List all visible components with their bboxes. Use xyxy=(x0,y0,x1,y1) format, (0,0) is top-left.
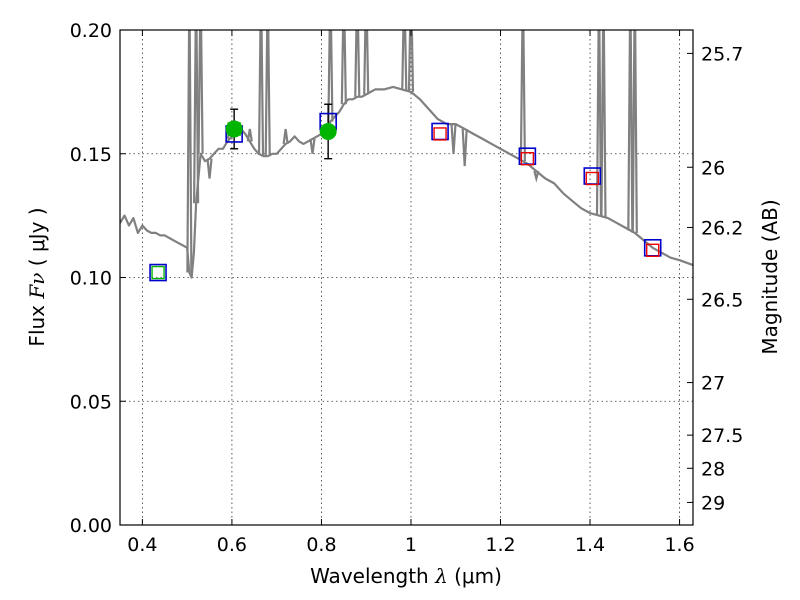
emission-line-spike xyxy=(309,138,316,154)
emission-line-spike xyxy=(600,30,607,217)
observed-flux-point xyxy=(225,120,243,138)
emission-line-spike xyxy=(193,30,200,204)
y-axis-label: Flux Fν ( μJy ) xyxy=(25,207,49,346)
y2-axis-label: Magnitude (AB) xyxy=(758,199,782,354)
emission-line-spike xyxy=(407,30,415,92)
emission-line-spike xyxy=(461,128,468,167)
markers xyxy=(149,103,662,282)
emission-line-spike xyxy=(327,30,334,122)
emission-line-spike xyxy=(401,30,408,91)
emission-line-spike xyxy=(627,30,634,231)
model-band-square xyxy=(646,243,660,257)
emission-line-spike xyxy=(595,30,603,216)
y-tick-label: 0.05 xyxy=(70,391,112,413)
y2-tick-label: 25.7 xyxy=(701,43,743,65)
emission-line-spike xyxy=(450,123,457,154)
emission-line-spike xyxy=(533,170,540,183)
x-tick-label: 1 xyxy=(405,534,417,556)
y-tick-label: 0.15 xyxy=(70,144,112,166)
model-band-square xyxy=(585,171,599,186)
emission-line-spike xyxy=(340,30,347,105)
plot-area xyxy=(120,30,693,279)
x-tick-label: 0.4 xyxy=(127,534,157,556)
axes: 0.4 0.6 0.8 1 1.2 1.4 1.6 0.00 0.05 0.10 0.15 0.20 2… xyxy=(70,20,744,556)
x-tick-label: 1.6 xyxy=(664,534,694,556)
y-tick-label: 0.00 xyxy=(70,515,112,537)
emission-line-spike xyxy=(206,158,213,179)
y-tick-label: 0.20 xyxy=(70,20,112,42)
emission-line-spike xyxy=(264,30,271,157)
emission-line-spike xyxy=(354,30,361,97)
x-tick-label: 0.8 xyxy=(306,534,336,556)
emission-line-spike xyxy=(282,128,289,144)
emission-line-spike xyxy=(519,30,526,162)
emission-line-spike xyxy=(197,30,204,154)
x-axis-label: Wavelength λ (μm) xyxy=(310,564,502,588)
y2-tick-label: 28 xyxy=(701,458,725,480)
y-tick-label: 0.10 xyxy=(70,268,112,290)
y2-tick-label: 27.5 xyxy=(701,425,743,447)
y2-tick-label: 29 xyxy=(701,492,725,514)
x-tick-label: 1.2 xyxy=(485,534,515,556)
sed-curve xyxy=(120,85,693,279)
model-band-square xyxy=(520,151,535,166)
grid xyxy=(120,30,693,525)
emission-line-spike xyxy=(363,30,370,95)
y2-tick-label: 26.2 xyxy=(701,217,743,239)
model-band-square xyxy=(433,127,447,141)
x-tick-label: 1.4 xyxy=(575,534,605,556)
model-band-square xyxy=(149,263,167,282)
emission-line-spike xyxy=(246,128,253,142)
y2-tick-label: 27 xyxy=(701,373,725,395)
model-band-square xyxy=(151,265,165,280)
emission-line-spike xyxy=(186,30,193,273)
emission-line-spike xyxy=(631,30,638,233)
y2-tick-label: 26.5 xyxy=(701,289,743,311)
observed-flux-point xyxy=(319,122,337,140)
y2-tick-label: 26 xyxy=(701,157,725,179)
emission-line-spike xyxy=(257,30,265,156)
x-tick-label: 0.6 xyxy=(217,534,247,556)
